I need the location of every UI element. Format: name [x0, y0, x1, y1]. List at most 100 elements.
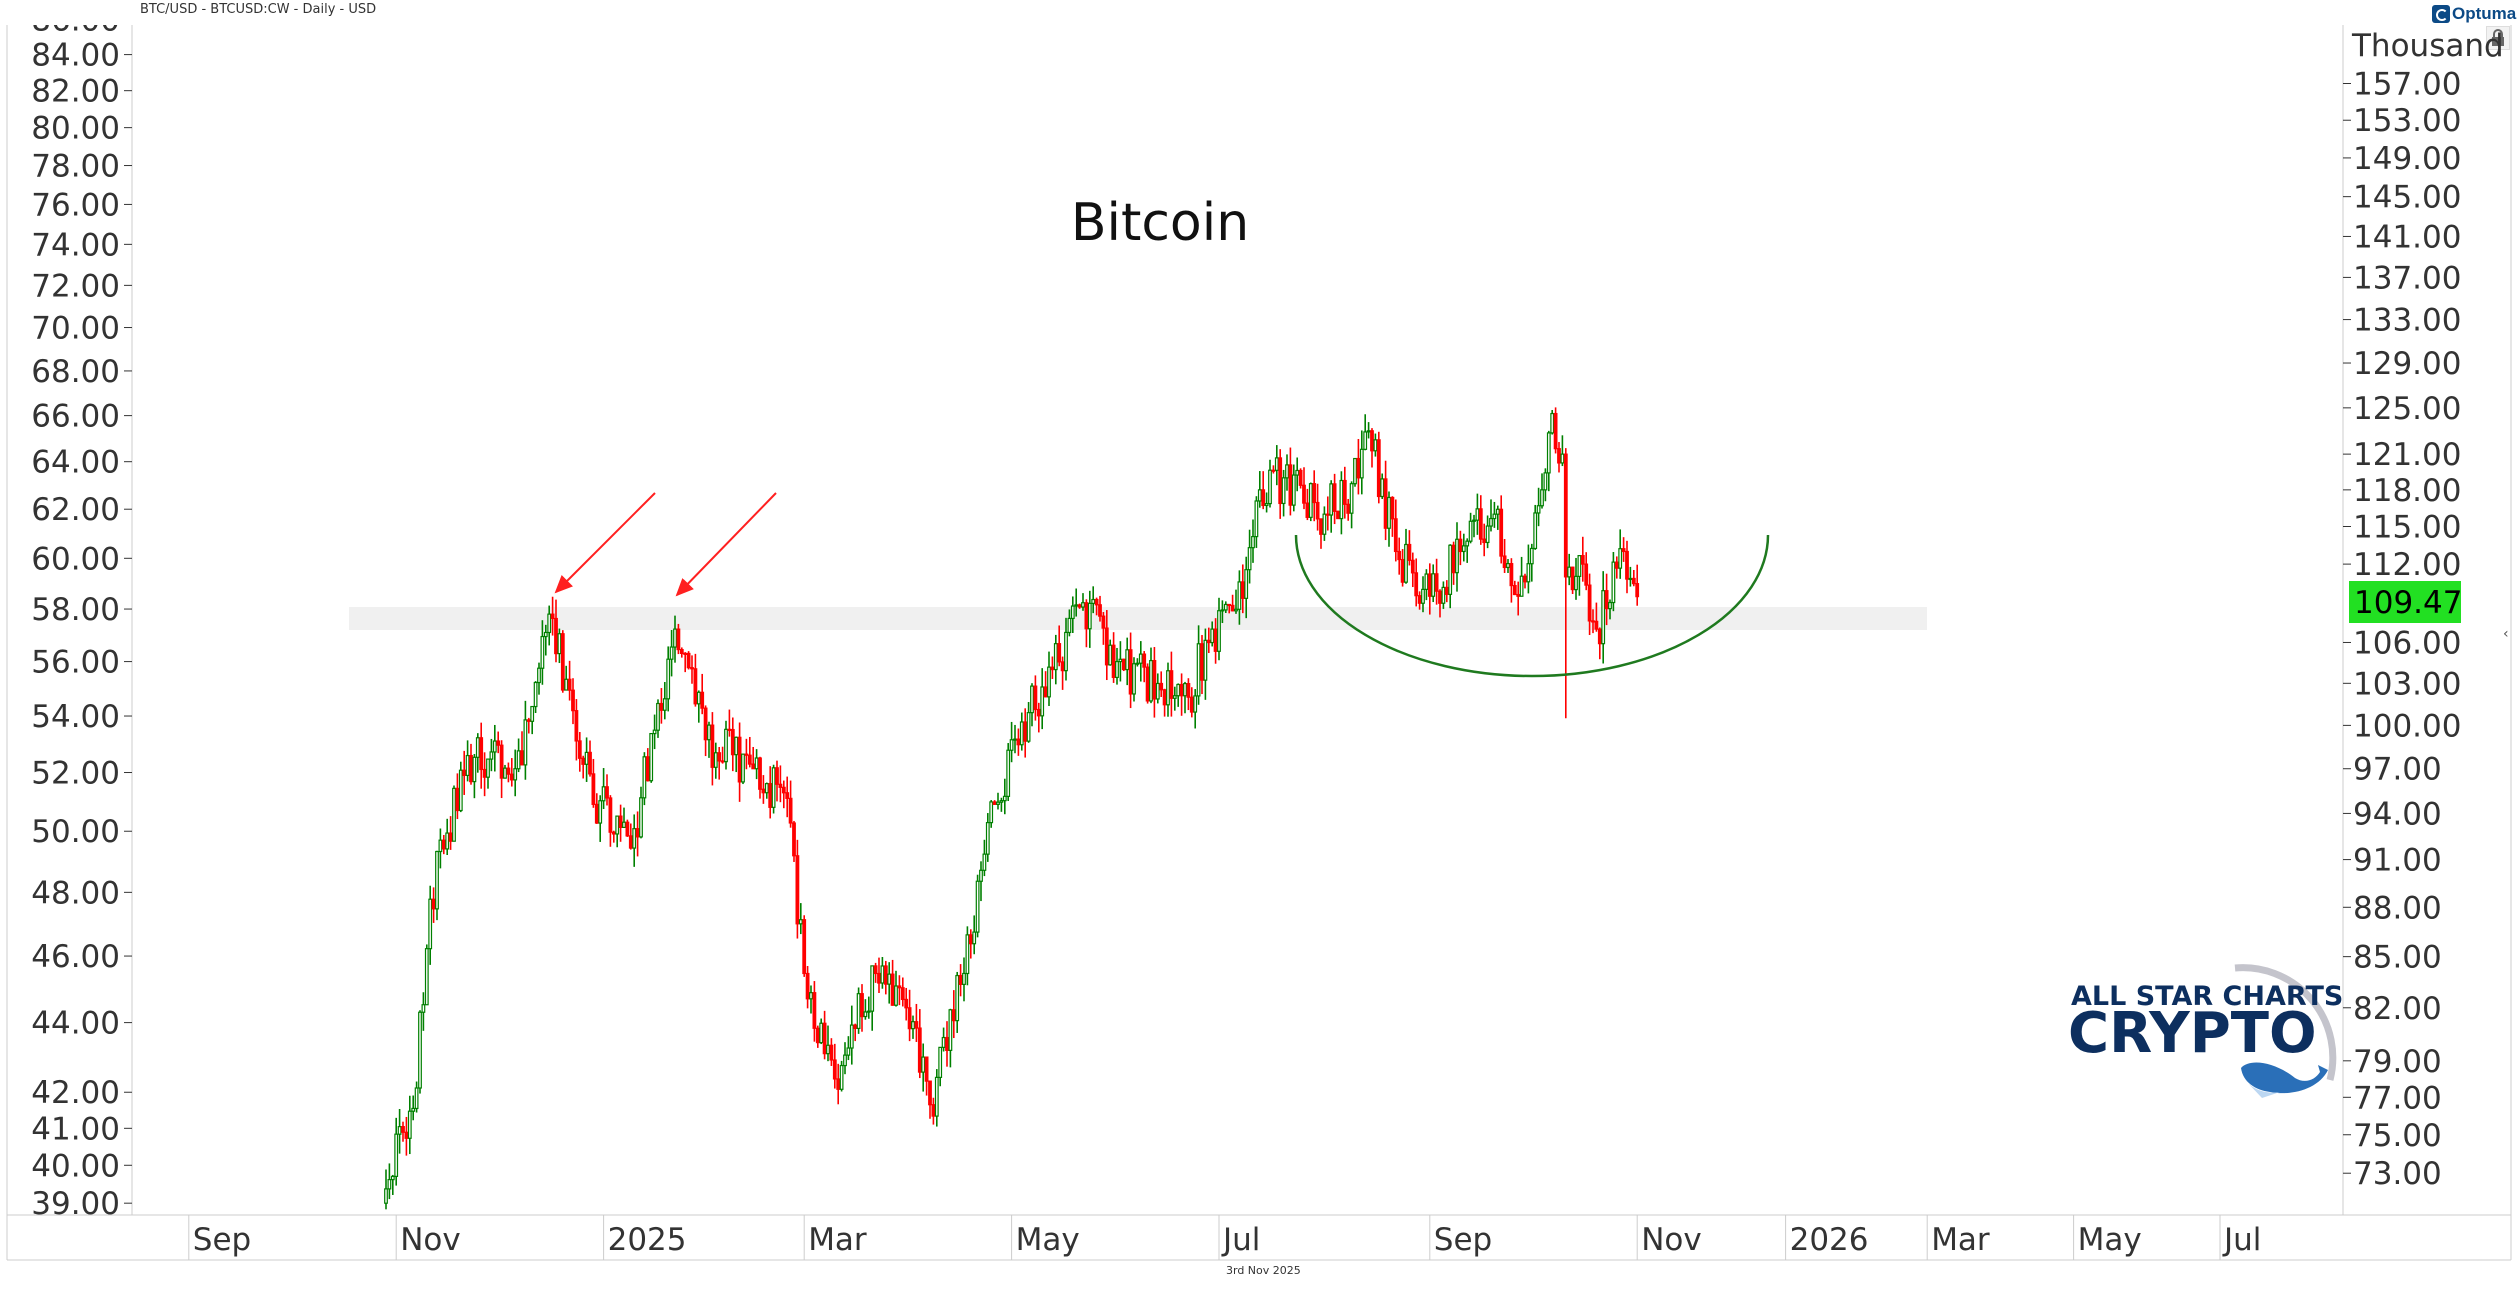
candle-body: [948, 1009, 953, 1051]
candle: [1604, 573, 1609, 626]
candle: [1478, 495, 1483, 545]
candle: [724, 720, 728, 770]
candle-body: [968, 934, 973, 945]
candle: [713, 742, 718, 779]
candle: [618, 804, 623, 842]
y-left-tick-label: 64.00: [31, 445, 120, 481]
candle: [1230, 594, 1235, 612]
candle-body: [1220, 609, 1225, 612]
candle-body: [928, 1080, 932, 1106]
candle: [1067, 609, 1072, 637]
candle-body: [1094, 598, 1099, 606]
candle-body: [1189, 696, 1194, 713]
x-tick-label: Nov: [1641, 1222, 1702, 1258]
candle: [445, 818, 450, 856]
candle: [632, 814, 637, 867]
candle-body: [741, 753, 745, 783]
candle-body: [1393, 518, 1398, 553]
candle-body: [1009, 739, 1014, 751]
candle: [809, 985, 813, 1014]
candle: [496, 731, 501, 754]
candle: [1220, 600, 1225, 624]
candle: [707, 721, 711, 758]
candle-body: [1631, 577, 1636, 585]
candle: [1288, 447, 1293, 516]
candle: [1070, 596, 1075, 633]
y-right-tick-label: 73.00: [2353, 1156, 2442, 1192]
candle: [540, 620, 545, 685]
candle-body: [628, 835, 633, 849]
candle: [567, 660, 572, 701]
candle-body: [387, 1179, 392, 1190]
x-tick-label: 2026: [1790, 1222, 1869, 1258]
candle-body: [914, 1021, 919, 1029]
candle-body: [642, 756, 647, 799]
candle-body: [384, 1188, 388, 1204]
candle-body: [992, 801, 997, 805]
candle: [1359, 430, 1364, 495]
candle: [679, 647, 684, 658]
x-tick-label: Mar: [808, 1222, 867, 1258]
candle: [979, 861, 983, 902]
candle-body: [622, 821, 626, 829]
candle: [1621, 537, 1626, 562]
candle: [907, 989, 912, 1042]
candle: [455, 773, 460, 820]
candle-body: [445, 832, 450, 850]
candle-body: [1376, 439, 1381, 498]
candle-body: [496, 740, 501, 746]
candle-body: [907, 1007, 912, 1030]
y-left-tick-label: 86.00: [31, 2, 120, 38]
y-right-tick-label: 112.00: [2353, 547, 2461, 583]
candle: [469, 743, 473, 785]
candle-body: [1060, 661, 1065, 672]
candle-body: [509, 773, 514, 781]
y-left-tick-label: 46.00: [31, 939, 120, 975]
candle-body: [1125, 649, 1130, 671]
candle-body: [1274, 457, 1279, 471]
candle-body: [1213, 628, 1218, 652]
candle: [795, 839, 800, 939]
candle-body: [1217, 610, 1221, 652]
candle: [1118, 641, 1123, 682]
candle: [547, 605, 552, 646]
candle-body: [1166, 670, 1170, 706]
candle: [775, 760, 779, 802]
candle: [1155, 673, 1160, 704]
lock-icon[interactable]: [2486, 26, 2510, 50]
candle: [513, 749, 518, 797]
x-tick-label: Sep: [1434, 1222, 1492, 1258]
candle-body: [1179, 683, 1184, 697]
chevron-left-icon[interactable]: ‹: [2503, 626, 2509, 642]
candle-body: [700, 691, 705, 709]
candle: [1013, 724, 1017, 754]
candle: [1104, 610, 1109, 681]
candle-body: [1091, 598, 1096, 604]
candle-body: [1618, 548, 1623, 569]
candle-body: [802, 919, 807, 975]
candle-body: [1574, 575, 1578, 591]
arrow-peak-2: [675, 492, 777, 597]
candle-body: [1036, 708, 1041, 717]
candle: [1302, 467, 1306, 510]
candle-body: [1346, 503, 1351, 514]
candle-body: [1370, 430, 1374, 452]
candle: [1472, 514, 1476, 538]
candle: [1424, 569, 1429, 601]
candle: [611, 830, 616, 843]
candle: [1489, 499, 1493, 532]
candle: [533, 681, 538, 713]
candle-body: [1458, 538, 1463, 553]
candle-body: [1625, 550, 1629, 580]
candle-body: [1169, 670, 1174, 699]
candle: [1475, 493, 1480, 535]
candle-body: [1478, 508, 1483, 540]
candle-body: [635, 828, 640, 838]
candle: [924, 1056, 929, 1096]
candle: [911, 1015, 915, 1039]
candle-body: [645, 756, 650, 782]
candle-body: [934, 1076, 939, 1117]
candle-body: [1295, 469, 1300, 476]
y-right-tick-label: 106.00: [2353, 625, 2461, 661]
candle: [438, 828, 443, 869]
